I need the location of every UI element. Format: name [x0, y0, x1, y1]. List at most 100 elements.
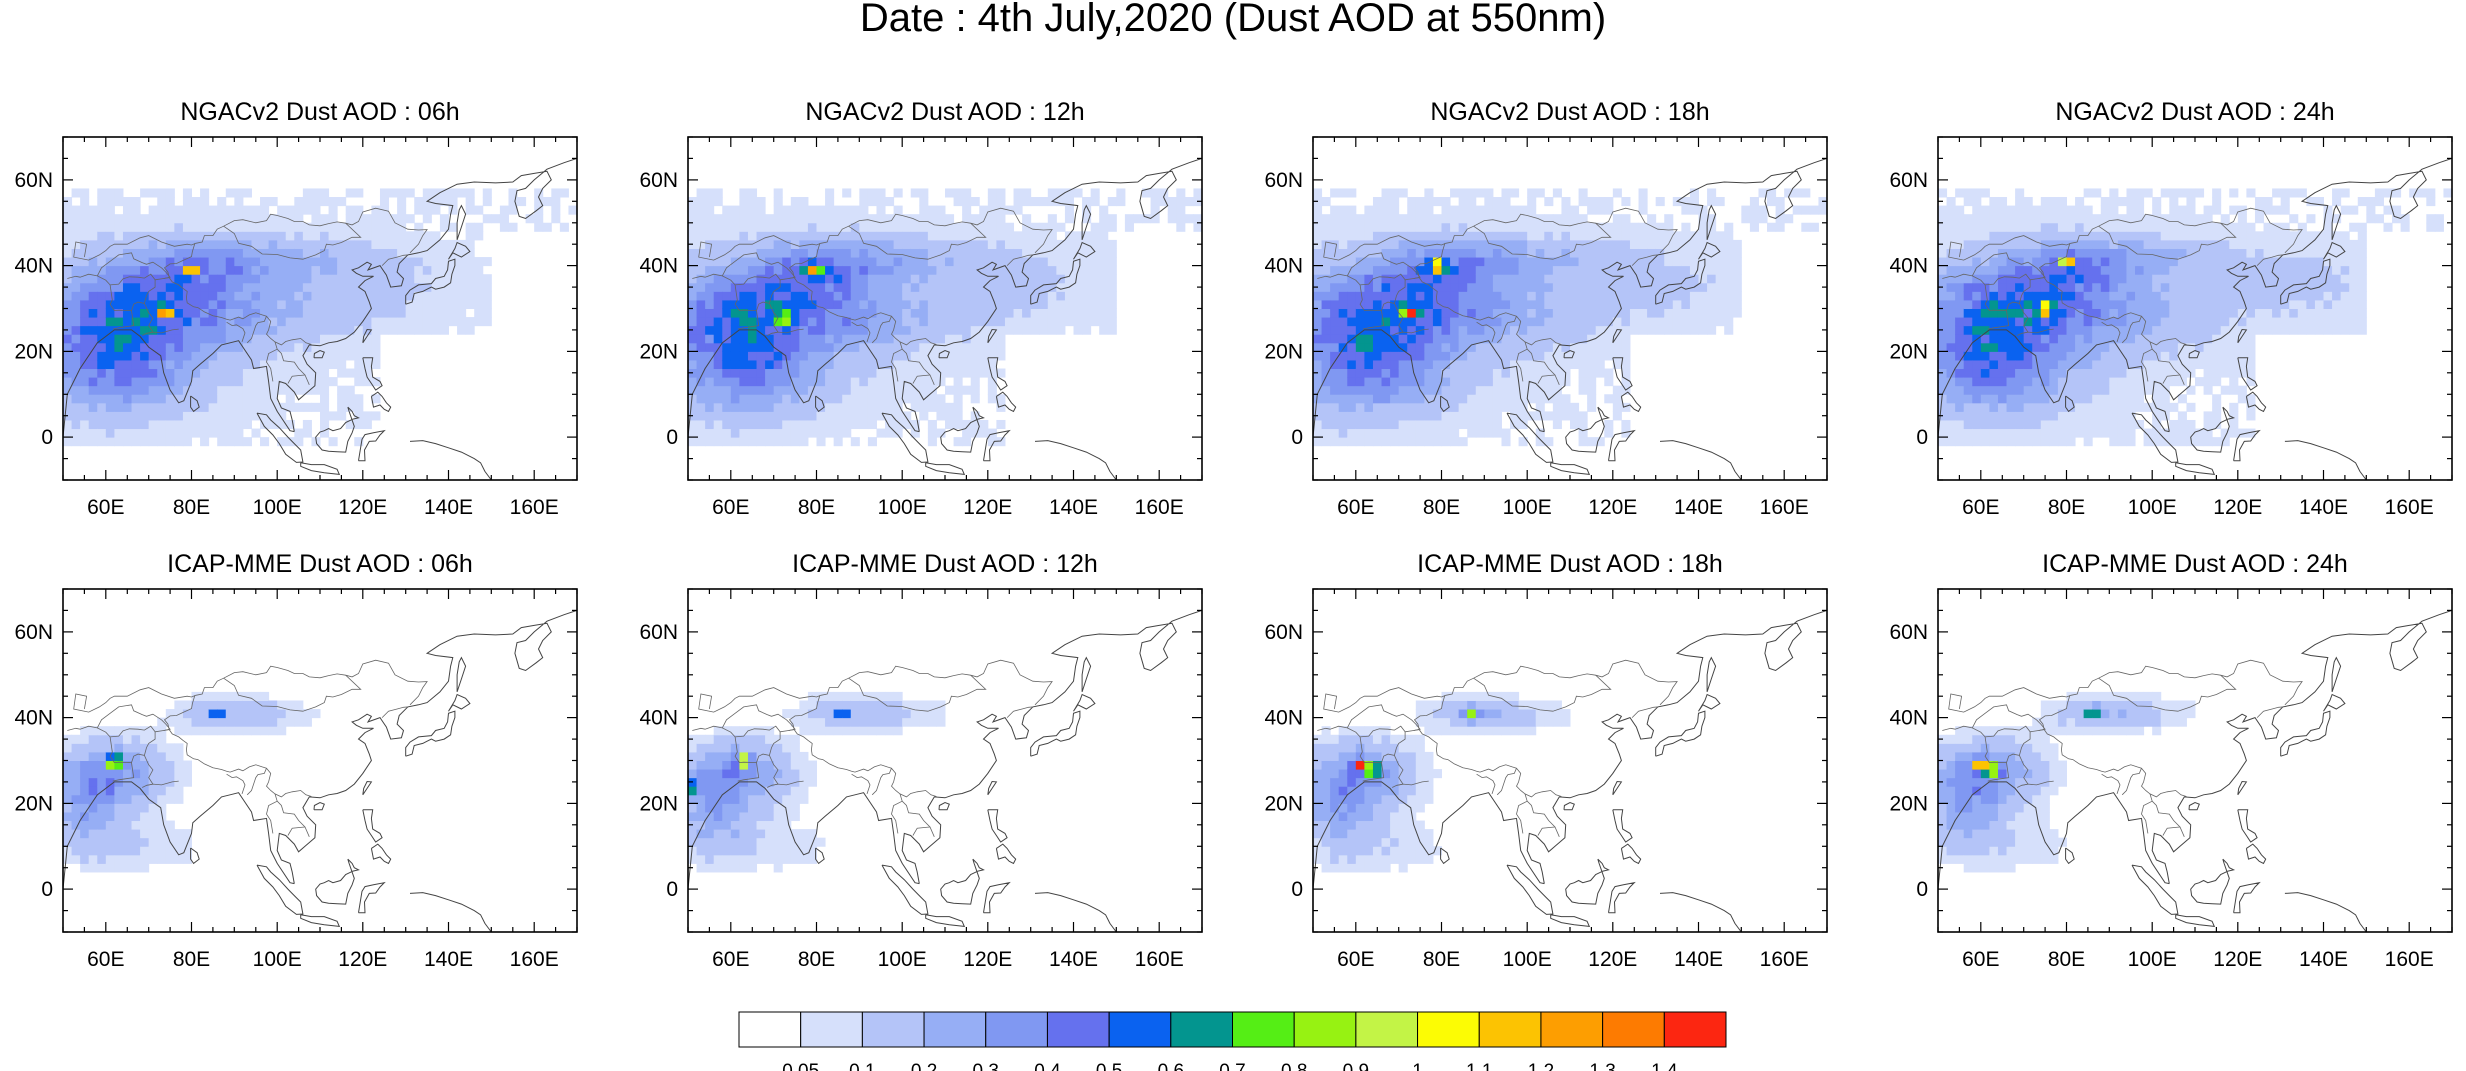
aod-cell — [696, 419, 706, 430]
aod-cell — [747, 214, 758, 224]
aod-cell — [225, 239, 235, 249]
aod-cell — [1535, 299, 1545, 309]
aod-cell — [457, 282, 467, 292]
aod-cell — [439, 291, 449, 301]
aod-cell — [1398, 248, 1408, 258]
aod-cell — [2040, 359, 2050, 370]
aod-cell — [1561, 205, 1571, 215]
aod-cell — [1347, 334, 1357, 344]
aod-cell — [2015, 308, 2025, 318]
aod-cell — [320, 351, 330, 361]
aod-cell — [1330, 291, 1340, 301]
aod-cell — [867, 342, 877, 352]
aod-cell — [953, 437, 963, 447]
aod-cell — [962, 214, 972, 224]
aod-cell — [1707, 214, 1717, 224]
aod-cell — [105, 368, 115, 378]
aod-cell — [773, 437, 783, 447]
aod-cell — [88, 437, 98, 447]
aod-cell — [105, 428, 115, 438]
aod-cell — [1415, 351, 1425, 361]
aod-cell — [1501, 265, 1511, 275]
y-tick-label: 60N — [639, 169, 678, 192]
aod-cell — [970, 308, 980, 318]
aod-cell — [1963, 291, 1973, 301]
aod-cell — [945, 231, 955, 241]
aod-cell — [2109, 394, 2119, 404]
aod-cell — [1972, 197, 1982, 207]
aod-cell — [1013, 257, 1023, 267]
aod-cell — [2075, 222, 2085, 232]
aod-cell — [122, 317, 133, 327]
aod-cell — [1535, 394, 1545, 404]
aod-cell — [122, 257, 133, 267]
aod-cell — [217, 377, 227, 387]
aod-cell — [1424, 222, 1434, 232]
aod-cell — [799, 419, 809, 430]
aod-cell — [962, 342, 972, 352]
aod-cell — [1047, 274, 1057, 284]
aod-cell — [1467, 214, 1477, 224]
aod-cell — [1424, 257, 1434, 267]
aod-cell — [328, 231, 338, 241]
aod-cell — [2212, 265, 2222, 275]
aod-cell — [1432, 325, 1442, 335]
aod-cell — [2040, 197, 2050, 207]
aod-cell — [1681, 257, 1691, 267]
aod-cell — [1467, 274, 1477, 284]
aod-cell — [97, 231, 107, 241]
aod-cell — [311, 342, 321, 352]
aod-cell — [713, 377, 723, 387]
aod-cell — [208, 248, 218, 258]
aod-cell — [1082, 197, 1092, 207]
aod-cell — [688, 419, 698, 430]
aod-cell — [1475, 308, 1485, 318]
aod-cell — [1604, 265, 1614, 275]
aod-cell — [876, 411, 886, 421]
aod-cell — [842, 205, 852, 215]
aod-cell — [165, 222, 175, 232]
aod-cell — [200, 325, 210, 335]
aod-cell — [2109, 205, 2119, 215]
aod-cell — [242, 257, 252, 267]
aod-cell — [807, 299, 817, 309]
aod-cell — [747, 377, 758, 387]
aod-cell — [739, 231, 749, 241]
aod-cell — [388, 222, 398, 232]
aod-cell — [439, 308, 449, 318]
aod-cell — [1441, 257, 1451, 267]
aod-cell — [936, 317, 946, 327]
panel-title: NGACv2 Dust AOD : 12h — [805, 98, 1084, 126]
aod-cell — [217, 239, 227, 249]
aod-cell — [268, 274, 278, 284]
aod-cell — [2006, 308, 2016, 318]
aod-cell — [260, 334, 270, 344]
aod-cell — [2049, 368, 2059, 378]
aod-cell — [225, 359, 235, 370]
aod-cell — [439, 299, 449, 309]
aod-cell — [1681, 265, 1691, 275]
aod-cell — [859, 402, 869, 412]
aod-cell — [465, 239, 475, 249]
aod-cell — [996, 325, 1006, 335]
aod-cell — [1432, 368, 1442, 378]
aod-cell — [157, 197, 167, 207]
aod-cell — [1475, 411, 1485, 421]
aod-cell — [1047, 214, 1057, 224]
aod-cell — [850, 411, 860, 421]
aod-cell — [1980, 222, 1990, 232]
aod-cell — [910, 248, 920, 258]
aod-cell — [2083, 377, 2093, 387]
aod-cell — [1570, 248, 1580, 258]
aod-cell — [465, 317, 475, 327]
aod-cell — [1604, 325, 1614, 335]
aod-cell — [2015, 222, 2025, 232]
aod-cell — [2169, 428, 2179, 438]
aod-cell — [799, 368, 809, 378]
aod-cell — [2066, 239, 2076, 249]
aod-cell — [2160, 222, 2170, 232]
aod-cell — [242, 214, 252, 224]
aod-cell — [234, 385, 244, 395]
aod-cell — [234, 188, 244, 198]
aod-cell — [1090, 308, 1100, 318]
